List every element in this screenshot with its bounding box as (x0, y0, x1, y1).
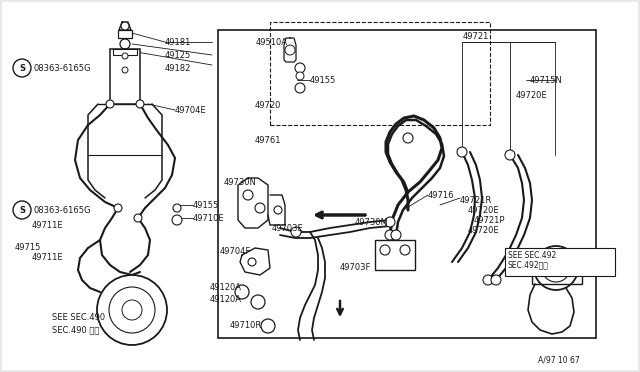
Text: 49716: 49716 (428, 190, 454, 199)
Text: 08363-6165G: 08363-6165G (33, 64, 90, 73)
Circle shape (505, 150, 515, 160)
Circle shape (109, 287, 155, 333)
Text: 49704F: 49704F (220, 247, 252, 257)
Text: 49125: 49125 (165, 51, 191, 60)
Text: SEE SEC.490: SEE SEC.490 (52, 314, 105, 323)
Circle shape (255, 203, 265, 213)
Text: 49720E: 49720E (468, 205, 500, 215)
Circle shape (136, 100, 144, 108)
Text: 49715N: 49715N (530, 76, 563, 84)
Circle shape (134, 214, 142, 222)
Bar (118, 30, 132, 38)
Text: 49721R: 49721R (460, 196, 492, 205)
Circle shape (491, 275, 501, 285)
Text: 49730N: 49730N (224, 177, 257, 186)
Text: 49721: 49721 (463, 32, 490, 41)
Text: 49510A: 49510A (256, 38, 288, 46)
Circle shape (285, 45, 295, 55)
Circle shape (483, 275, 493, 285)
Text: SEE SEC.492: SEE SEC.492 (508, 250, 556, 260)
Circle shape (291, 227, 301, 237)
Text: 49703F: 49703F (340, 263, 371, 273)
Bar (270, 22, 490, 125)
Circle shape (549, 261, 563, 275)
Bar (218, 30, 596, 338)
Text: 49720E: 49720E (468, 225, 500, 234)
Bar (110, 49, 140, 104)
Circle shape (295, 83, 305, 93)
Text: 49155: 49155 (310, 76, 336, 84)
Text: 49721P: 49721P (474, 215, 506, 224)
Text: 49181: 49181 (165, 38, 191, 46)
Text: S: S (19, 205, 25, 215)
Circle shape (251, 295, 265, 309)
Circle shape (248, 258, 256, 266)
Circle shape (122, 53, 128, 59)
Text: SEC.492参照: SEC.492参照 (508, 260, 549, 269)
Circle shape (173, 204, 181, 212)
Text: 49761: 49761 (255, 135, 282, 144)
Text: A/97 10 67: A/97 10 67 (538, 356, 580, 365)
Circle shape (235, 285, 249, 299)
Circle shape (542, 254, 570, 282)
Text: 49720: 49720 (255, 100, 282, 109)
Circle shape (391, 230, 401, 240)
Circle shape (13, 59, 31, 77)
Bar (113, 49, 137, 55)
Text: 49730M: 49730M (355, 218, 388, 227)
Circle shape (457, 147, 467, 157)
Text: 49720E: 49720E (516, 90, 548, 99)
Text: 49710E: 49710E (193, 214, 225, 222)
Circle shape (274, 206, 282, 214)
Text: 49711E: 49711E (32, 221, 63, 230)
Circle shape (261, 319, 275, 333)
Circle shape (295, 63, 305, 73)
Circle shape (403, 133, 413, 143)
Text: 49715: 49715 (15, 244, 42, 253)
Circle shape (380, 245, 390, 255)
Text: 49155: 49155 (193, 201, 220, 209)
Text: 49703E: 49703E (272, 224, 304, 232)
Text: 49710R: 49710R (230, 321, 262, 330)
Bar (532, 252, 582, 284)
Circle shape (243, 190, 253, 200)
Circle shape (97, 275, 167, 345)
Text: 49704E: 49704E (175, 106, 207, 115)
Text: 08363-6165G: 08363-6165G (33, 205, 90, 215)
Circle shape (400, 245, 410, 255)
Text: SEC.490 参照: SEC.490 参照 (52, 326, 99, 334)
Circle shape (385, 217, 395, 227)
Circle shape (122, 300, 142, 320)
Circle shape (114, 204, 122, 212)
Text: 49182: 49182 (165, 64, 191, 73)
Text: 49711E: 49711E (32, 253, 63, 263)
Text: 49120A: 49120A (210, 283, 242, 292)
Circle shape (106, 100, 114, 108)
Bar (375, 240, 415, 270)
Circle shape (13, 201, 31, 219)
Circle shape (534, 246, 578, 290)
Circle shape (122, 67, 128, 73)
Text: 49120A: 49120A (210, 295, 242, 305)
Circle shape (385, 230, 395, 240)
Circle shape (120, 39, 130, 49)
Circle shape (296, 72, 304, 80)
Circle shape (121, 22, 129, 30)
Text: S: S (19, 64, 25, 73)
Circle shape (172, 215, 182, 225)
Bar (505, 248, 615, 276)
